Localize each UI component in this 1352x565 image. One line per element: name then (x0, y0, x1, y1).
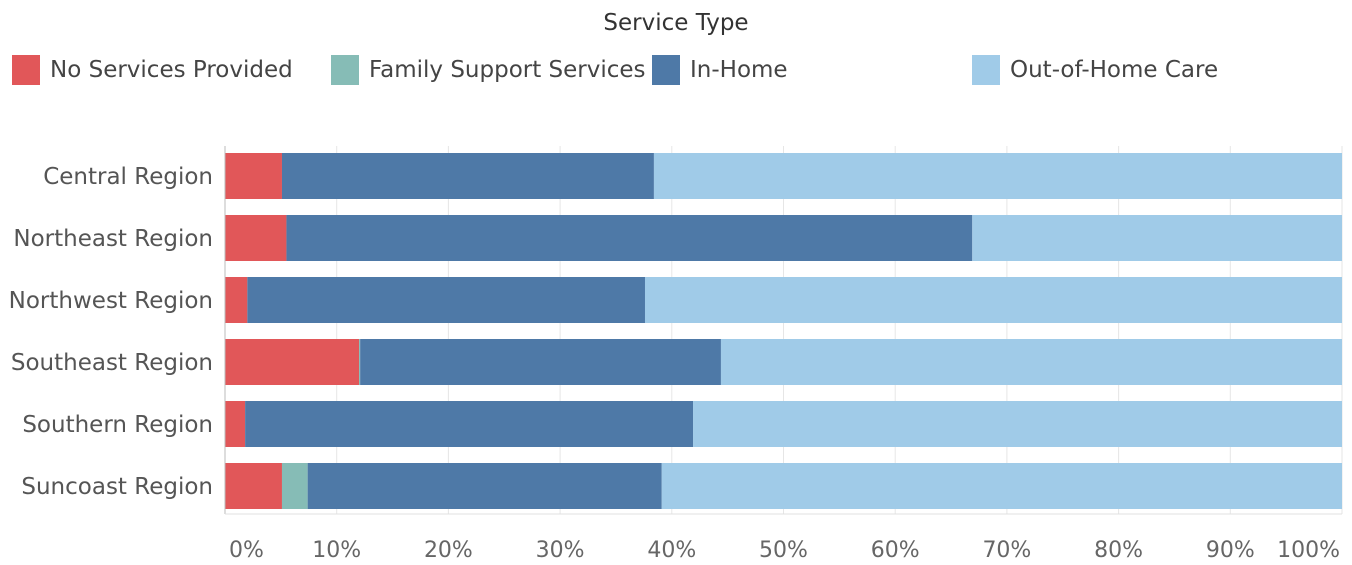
category-label: Southern Region (22, 412, 213, 438)
x-tick-label: 10% (312, 538, 361, 563)
bar-segment-2-1[interactable] (225, 215, 287, 261)
legend-item-in-home[interactable]: In-Home (652, 55, 788, 85)
x-tick-label: 30% (536, 538, 585, 563)
bar-segment-6-4[interactable] (661, 463, 1342, 509)
legend-item-no-services[interactable]: No Services Provided (12, 55, 293, 85)
bar-segment-5-3[interactable] (245, 401, 694, 447)
x-tick-label: 0% (229, 538, 264, 563)
bar-segment-4-3[interactable] (360, 339, 721, 385)
legend-label-no-services: No Services Provided (50, 57, 293, 83)
bar-segment-4-4[interactable] (720, 339, 1342, 385)
legend-label-out-of-home: Out-of-Home Care (1010, 57, 1219, 83)
x-tick-label: 80% (1094, 538, 1143, 563)
legend-label-family-support: Family Support Services (369, 57, 646, 83)
bar-segment-4-1[interactable] (225, 339, 360, 385)
bar-segment-6-3[interactable] (307, 463, 662, 509)
x-tick-label: 20% (424, 538, 473, 563)
bar-segment-2-4[interactable] (972, 215, 1342, 261)
x-tick-label: 90% (1206, 538, 1255, 563)
bar-segment-3-4[interactable] (644, 277, 1342, 323)
bar-segment-6-2[interactable] (281, 463, 308, 509)
x-tick-label: 60% (871, 538, 920, 563)
bar-segment-6-1[interactable] (225, 463, 282, 509)
category-label: Northeast Region (13, 226, 213, 252)
legend-item-out-of-home[interactable]: Out-of-Home Care (972, 55, 1218, 85)
x-tick-label: 40% (647, 538, 696, 563)
bar-segment-5-4[interactable] (693, 401, 1342, 447)
category-label: Central Region (43, 164, 213, 190)
category-label: Northwest Region (9, 288, 213, 314)
legend-swatch-family-support (331, 55, 359, 85)
bar-segment-3-3[interactable] (247, 277, 645, 323)
legend-item-family-support[interactable]: Family Support Services (331, 55, 646, 85)
legend-title: Service Type (603, 10, 749, 36)
legend-swatch-in-home (652, 55, 680, 85)
legend-label-in-home: In-Home (690, 57, 788, 83)
bar-segment-3-1[interactable] (225, 277, 248, 323)
category-label: Southeast Region (11, 350, 213, 376)
bar-segment-4-2[interactable] (359, 339, 361, 385)
bar-segment-1-4[interactable] (653, 153, 1342, 199)
bar-segment-2-3[interactable] (286, 215, 973, 261)
bar-segment-1-3[interactable] (281, 153, 654, 199)
legend-swatch-no-services (12, 55, 40, 85)
bar-segment-5-1[interactable] (225, 401, 246, 447)
x-tick-label: 100% (1277, 538, 1340, 563)
x-tick-label: 70% (982, 538, 1031, 563)
legend-swatch-out-of-home (972, 55, 1000, 85)
bar-segment-1-1[interactable] (225, 153, 282, 199)
x-tick-label: 50% (759, 538, 808, 563)
category-label: Suncoast Region (21, 474, 213, 500)
